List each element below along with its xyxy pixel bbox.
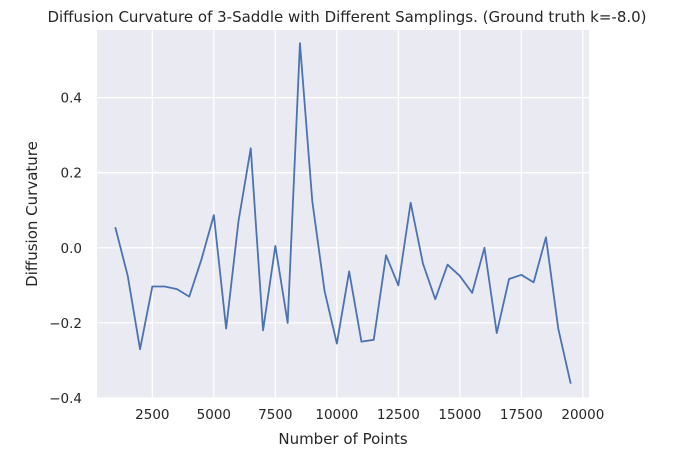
x-tick-label: 20000 [561,407,604,423]
x-tick-label: 17500 [500,407,543,423]
x-gridlines [151,30,584,398]
x-tick-label: 12500 [377,407,420,423]
y-axis-label: Diffusion Curvature [23,141,41,287]
plot-area [97,30,589,398]
y-tick-label: 0.2 [61,166,82,182]
y-tick-label: −0.4 [49,391,82,407]
x-axis-label: Number of Points [278,430,407,448]
x-tick-labels: 2500 5000 7500 10000 12500 15000 17500 20000 [135,407,604,423]
x-tick-label: 10000 [315,407,358,423]
y-tick-label: 0.4 [61,91,82,107]
x-tick-label: 15000 [438,407,481,423]
y-gridlines [97,96,589,399]
x-tick-label: 7500 [258,407,292,423]
x-tick-label: 5000 [197,407,231,423]
series-line [114,42,572,384]
y-tick-label: −0.2 [49,316,82,332]
chart-title: Diffusion Curvature of 3-Saddle with Dif… [47,8,646,26]
y-tick-label: 0.0 [61,241,82,257]
y-tick-labels: −0.4 −0.2 0.0 0.2 0.4 [49,91,82,407]
x-tick-label: 2500 [135,407,169,423]
